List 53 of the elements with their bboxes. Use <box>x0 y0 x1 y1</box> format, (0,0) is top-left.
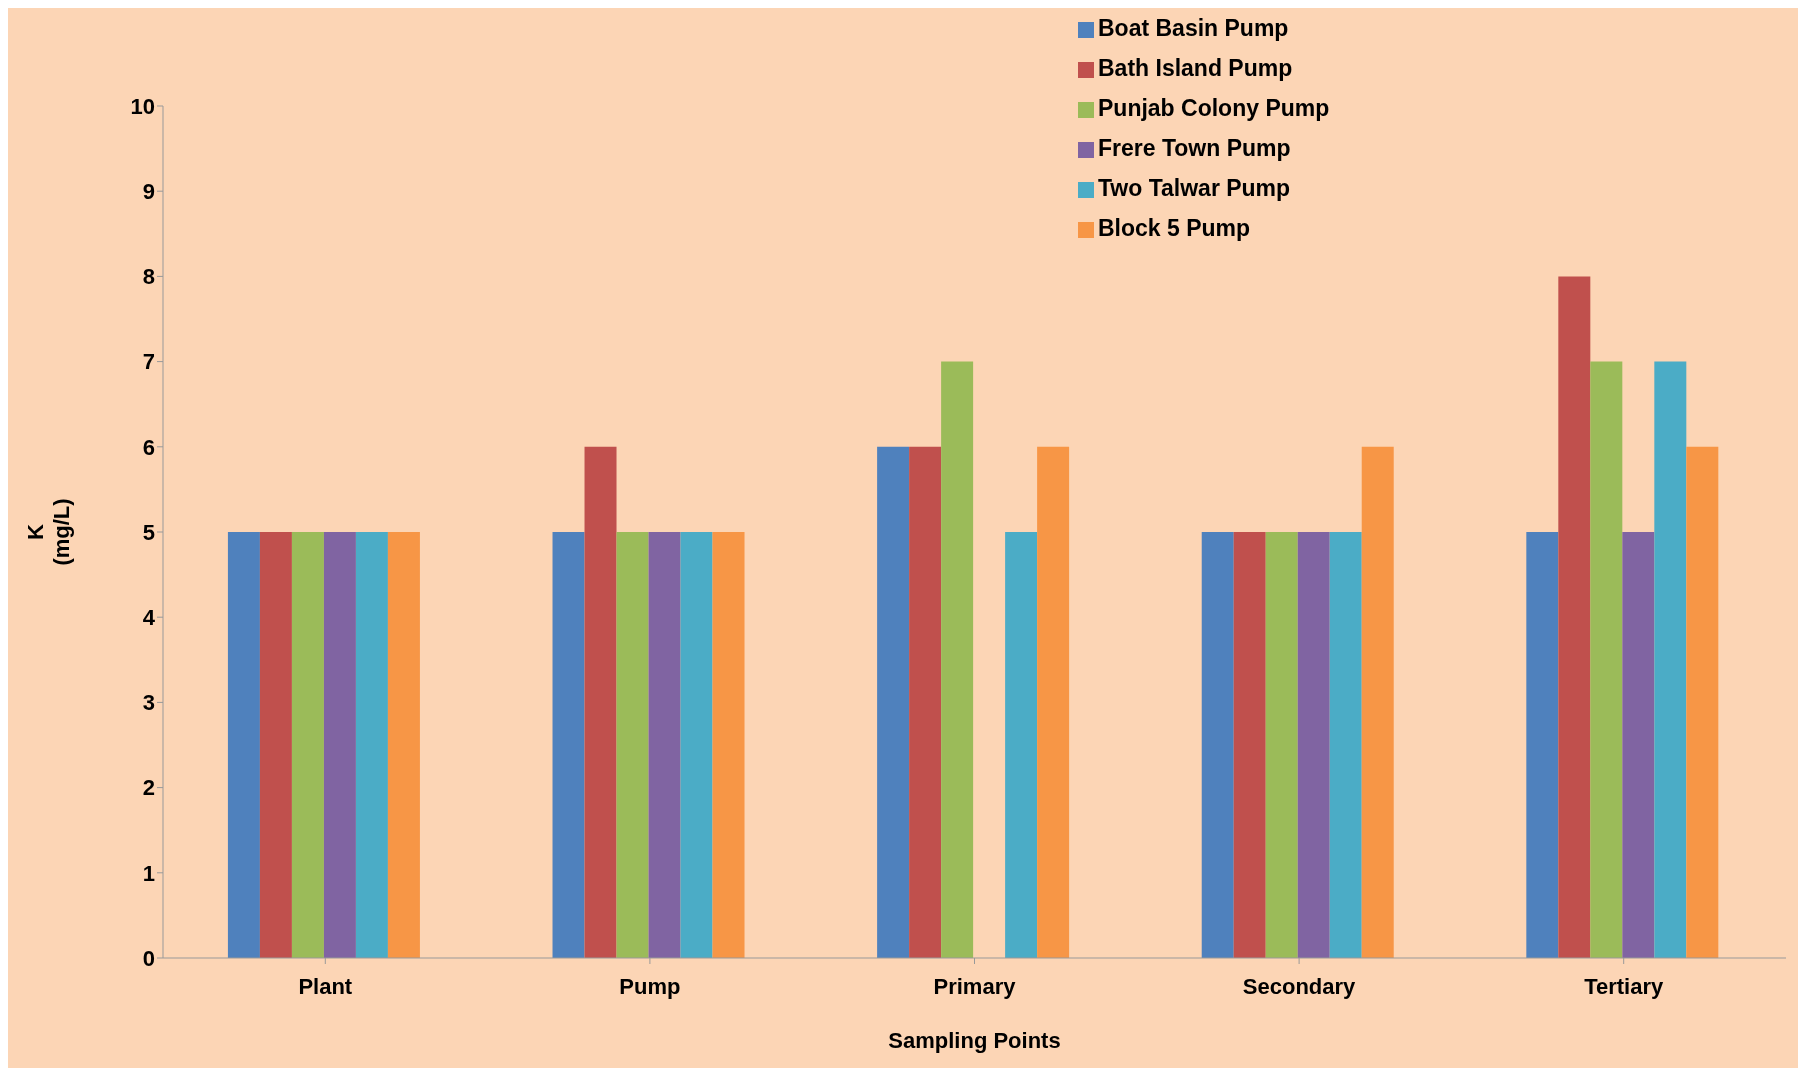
y-tick-label: 9 <box>142 179 155 205</box>
bar <box>1590 361 1623 958</box>
bar <box>616 532 649 958</box>
y-tick-label: 0 <box>142 945 155 971</box>
bar <box>712 532 745 958</box>
y-tick-label: 7 <box>142 349 155 375</box>
x-tick-label: Plant <box>298 973 353 999</box>
legend-label: Bath Island Pump <box>1098 55 1293 81</box>
bar <box>259 532 292 958</box>
x-tick-label: Pump <box>619 973 681 999</box>
bar <box>1558 276 1591 958</box>
bar <box>1329 532 1362 958</box>
bar <box>680 532 713 958</box>
x-axis-title: Sampling Points <box>888 1028 1061 1053</box>
bar <box>1297 532 1330 958</box>
y-tick-label: 1 <box>142 860 155 886</box>
bar <box>227 532 260 958</box>
y-tick-label: 8 <box>142 264 155 290</box>
bar <box>1361 446 1394 958</box>
bar <box>355 532 388 958</box>
bar <box>291 532 324 958</box>
bar <box>877 446 910 958</box>
bar <box>648 532 681 958</box>
y-tick-label: 3 <box>142 690 155 716</box>
x-tick-label: Tertiary <box>1584 973 1664 999</box>
legend-label: Boat Basin Pump <box>1098 15 1289 41</box>
bar <box>1526 532 1559 958</box>
legend-label: Block 5 Pump <box>1098 215 1251 241</box>
bar <box>1265 532 1298 958</box>
bar <box>1233 532 1266 958</box>
bar <box>1005 532 1038 958</box>
y-tick-label: 10 <box>130 93 155 119</box>
bar <box>323 532 356 958</box>
bar <box>1201 532 1234 958</box>
bar <box>1654 361 1687 958</box>
legend-label: Frere Town Pump <box>1098 135 1291 161</box>
legend-label: Two Talwar Pump <box>1098 175 1291 201</box>
bar <box>387 532 420 958</box>
bar <box>1686 446 1719 958</box>
y-tick-label: 2 <box>142 775 155 801</box>
x-tick-label: Primary <box>933 973 1017 999</box>
bar <box>1037 446 1070 958</box>
bar <box>552 532 585 958</box>
bar <box>1622 532 1655 958</box>
bar <box>909 446 942 958</box>
y-tick-label: 5 <box>142 519 155 545</box>
bar <box>941 361 974 958</box>
legend-label: Punjab Colony Pump <box>1098 95 1330 121</box>
y-tick-label: 6 <box>142 434 155 460</box>
y-axis-title: K (mg/L) <box>23 498 74 566</box>
x-tick-label: Secondary <box>1242 973 1357 999</box>
bar <box>584 446 617 958</box>
y-tick-label: 4 <box>142 605 156 631</box>
